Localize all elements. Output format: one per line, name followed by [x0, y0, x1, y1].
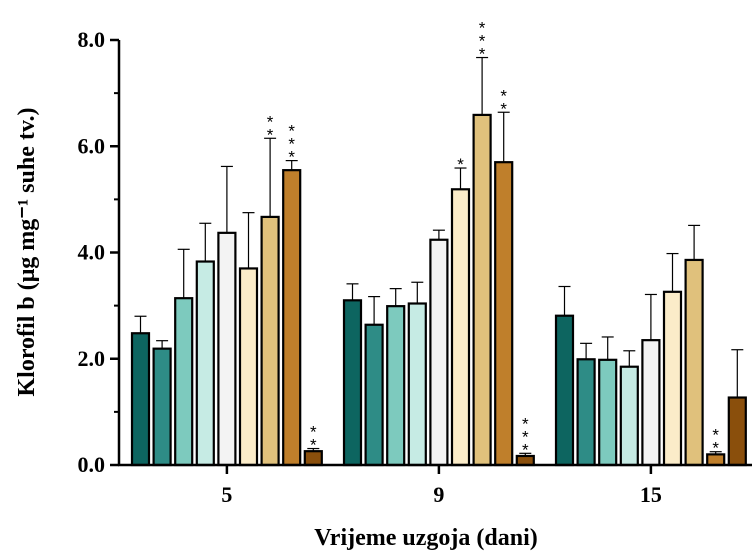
bar-9-6: [450, 188, 471, 467]
significance-star-9-8: *: [500, 86, 507, 105]
x-tick-label: 9: [433, 482, 444, 507]
bar-5-4: [195, 260, 215, 467]
bar-5-6: [238, 267, 259, 467]
bar-15-7: [684, 258, 704, 467]
y-tick-label: 8.0: [78, 27, 106, 52]
significance-star-9-7: *: [479, 32, 486, 51]
bar-9-7: [472, 113, 492, 467]
bar-9-3: [386, 305, 406, 467]
bars-layer: [130, 113, 747, 467]
significance-star-9-6: *: [457, 155, 464, 174]
bar-15-5: [641, 339, 661, 467]
bar-15-4: [619, 365, 639, 467]
axes-layer: 0.0 2.0 4.0 6.0 8.0 5 9 15: [78, 27, 752, 507]
significance-layer: ******************: [267, 19, 720, 460]
bar-5-3: [174, 297, 194, 467]
significance-star-9-8: *: [500, 99, 507, 118]
significance-star-9-9: *: [522, 414, 529, 433]
bar-5-7: [260, 215, 280, 467]
bar-15-3: [598, 358, 618, 467]
bar-9-5: [429, 238, 449, 467]
bar-5-1: [130, 332, 151, 467]
x-tick-label: 5: [221, 482, 232, 507]
bar-15-9: [727, 396, 747, 467]
bar-5-2: [152, 347, 172, 467]
significance-star-5-8: *: [288, 135, 295, 154]
significance-star-9-9: *: [522, 440, 529, 459]
significance-star-9-7: *: [479, 19, 486, 38]
bar-9-8: [494, 161, 514, 467]
significance-star-5-8: *: [288, 122, 295, 141]
x-axis-title: Vrijeme uzgoja (dani): [314, 525, 538, 551]
bar-5-8: [282, 169, 302, 467]
significance-star-15-8: *: [712, 439, 719, 458]
x-tick-label: 15: [640, 482, 662, 507]
bar-15-1: [554, 314, 575, 467]
y-tick-label: 6.0: [78, 133, 106, 158]
significance-star-9-9: *: [522, 427, 529, 446]
significance-star-5-7: *: [267, 112, 274, 131]
significance-star-5-8: *: [288, 148, 295, 167]
bar-9-1: [342, 299, 363, 467]
y-axis-title: Klorofil b (μg mg⁻¹ suhe tv.): [14, 107, 40, 396]
error-bars-layer: [134, 56, 744, 456]
bar-15-6: [662, 290, 683, 467]
significance-star-5-9: *: [310, 423, 317, 442]
y-tick-label: 4.0: [78, 240, 106, 265]
significance-star-5-7: *: [267, 125, 274, 144]
significance-star-9-7: *: [479, 45, 486, 64]
bar-5-5: [217, 231, 237, 467]
bar-15-2: [576, 358, 596, 467]
significance-star-5-9: *: [310, 436, 317, 455]
bar-9-4: [407, 302, 427, 467]
y-tick-label: 0.0: [78, 452, 106, 477]
y-tick-label: 2.0: [78, 346, 106, 371]
bar-9-2: [364, 323, 384, 467]
significance-star-15-8: *: [712, 426, 719, 445]
